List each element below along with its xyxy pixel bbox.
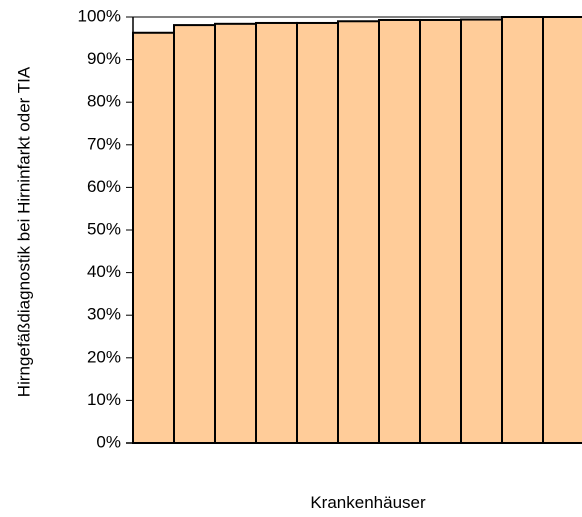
bar xyxy=(419,18,462,445)
y-tick-label: 0% xyxy=(96,432,121,451)
plot-area xyxy=(126,16,582,445)
y-tick-label: 50% xyxy=(87,219,121,238)
bar xyxy=(501,16,544,444)
bar xyxy=(132,31,175,445)
y-tick-label: 40% xyxy=(87,262,121,281)
y-tick-label: 10% xyxy=(87,390,121,409)
bar xyxy=(337,20,380,444)
bar-series xyxy=(132,16,582,445)
bar xyxy=(296,21,339,445)
bar xyxy=(460,18,503,444)
bar xyxy=(378,18,421,445)
bar xyxy=(173,24,216,445)
y-tick-label: 20% xyxy=(87,347,121,366)
y-tick-label: 90% xyxy=(87,49,121,68)
bar xyxy=(214,22,257,444)
y-tick-label: 30% xyxy=(87,305,121,324)
y-tick-label: 80% xyxy=(87,92,121,111)
y-tick-label: 70% xyxy=(87,134,121,153)
y-axis-title: Hirngefäßdiagnostik bei Hirninfarkt oder… xyxy=(14,66,33,397)
y-tick-label: 60% xyxy=(87,177,121,196)
x-axis-title: Krankenhäuser xyxy=(310,493,426,512)
y-axis-ticks: 0% 10% 20% 30% 40% 50% 60% 70% 80% 90% 100% xyxy=(78,6,133,451)
y-tick-label: 100% xyxy=(78,6,121,25)
bar xyxy=(542,16,582,444)
bar xyxy=(255,21,298,445)
